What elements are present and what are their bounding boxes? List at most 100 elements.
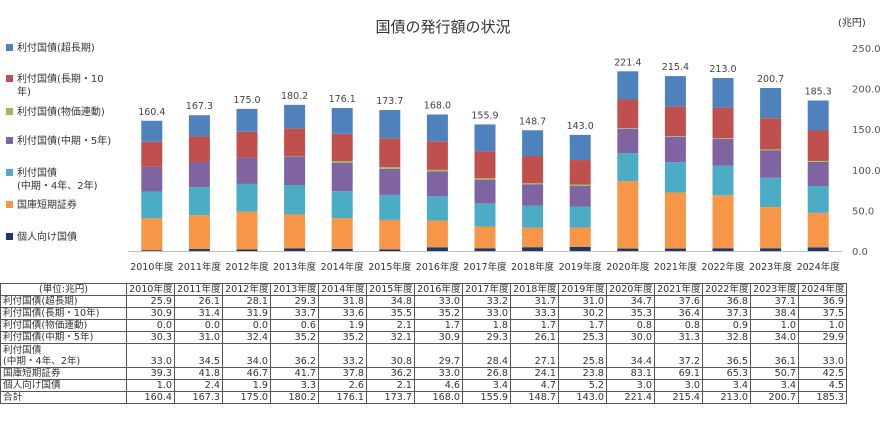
bar-segment bbox=[760, 88, 782, 119]
table-cell: 34.0 bbox=[750, 331, 799, 344]
x-category-label: 2016年度 bbox=[416, 261, 460, 273]
y-tick-label: 50.0 bbox=[852, 206, 874, 217]
bar-segment bbox=[474, 124, 496, 152]
table-cell: 155.9 bbox=[462, 391, 511, 404]
table-cell: 32.1 bbox=[366, 331, 415, 344]
x-category-label: 2018年度 bbox=[511, 261, 555, 273]
bar-segment bbox=[331, 248, 353, 251]
bar-segment bbox=[760, 207, 782, 249]
bar-segment bbox=[236, 108, 258, 132]
bar-segment bbox=[141, 141, 163, 167]
table-cell: 4.5 bbox=[798, 379, 847, 392]
table-cell: 1.8 bbox=[462, 319, 511, 332]
x-category-label: 2014年度 bbox=[321, 261, 365, 273]
y-axis: 0.0 50.0 100.0 150.0 200.0 250.0 bbox=[128, 44, 881, 258]
table-cell: 23.8 bbox=[558, 367, 607, 380]
legend-label: 個人向け国債 bbox=[17, 230, 77, 243]
bar-segment bbox=[522, 183, 544, 185]
table-column-header: 2014年度 bbox=[318, 283, 367, 296]
bar-segment bbox=[807, 130, 829, 161]
table-cell: 3.4 bbox=[462, 379, 511, 392]
table-column-header: 2021年度 bbox=[654, 283, 703, 296]
bar-segment bbox=[617, 128, 639, 129]
bar-segment bbox=[141, 218, 163, 251]
table-cell: 26.8 bbox=[462, 367, 511, 380]
table-cell: 41.8 bbox=[174, 367, 223, 380]
table-cell: 35.3 bbox=[606, 307, 655, 320]
table-cell: 42.5 bbox=[798, 367, 847, 380]
legend-label: 利付国債(長期・10 年) bbox=[17, 72, 104, 98]
bar-segment bbox=[284, 214, 306, 249]
bar-segment bbox=[760, 248, 782, 251]
table-cell: 148.7 bbox=[510, 391, 559, 404]
table-row-label: 利付国債 (中期・4年、2年) bbox=[0, 343, 127, 368]
table-cell: 143.0 bbox=[558, 391, 607, 404]
bar-segment bbox=[331, 162, 353, 192]
total-label: 175.0 bbox=[233, 95, 260, 106]
table-cell: 0.8 bbox=[654, 319, 703, 332]
bar-segment bbox=[331, 218, 353, 249]
bar-segment bbox=[712, 248, 734, 251]
bar-segment bbox=[712, 138, 734, 166]
table-cell: 4.6 bbox=[414, 379, 463, 392]
bar-segment bbox=[617, 128, 639, 154]
x-category-label: 2021年度 bbox=[654, 261, 698, 273]
bar-segment bbox=[426, 114, 448, 142]
table-column-header: 2019年度 bbox=[558, 283, 607, 296]
bar-segment bbox=[426, 169, 448, 172]
table-cell: 31.0 bbox=[174, 331, 223, 344]
table-row-label: 個人向け国債 bbox=[0, 379, 127, 392]
table-cell: 69.1 bbox=[654, 367, 703, 380]
bar-segment bbox=[522, 155, 544, 184]
legend-swatch bbox=[6, 108, 13, 115]
bar-segment bbox=[760, 149, 782, 151]
table-cell: 1.7 bbox=[558, 319, 607, 332]
bar-segment bbox=[331, 108, 353, 134]
bar-segment bbox=[188, 249, 210, 251]
table-row: 利付国債(長期・10年) 30.9 31.4 31.9 33.7 33.6 35.5 35.2… bbox=[0, 307, 847, 320]
table-row: 合計 160.4 167.3 175.0 180.2 176.1 173.7 168.0 155… bbox=[0, 391, 847, 404]
legend-label-line: (中期・4年、2年) bbox=[17, 179, 98, 192]
table-cell: 33.7 bbox=[270, 307, 319, 320]
bar-segment bbox=[664, 248, 686, 251]
table-column-header: 2022年度 bbox=[702, 283, 751, 296]
bar-segment bbox=[522, 184, 544, 206]
x-axis: 2010年度 2011年度 2012年度 2013年度 2014年度 2015年度 2016… bbox=[130, 261, 840, 273]
table-cell: 168.0 bbox=[414, 391, 463, 404]
table-cell: 5.2 bbox=[558, 379, 607, 392]
bar-segment bbox=[569, 185, 591, 207]
bar-segment bbox=[331, 161, 353, 163]
table-cell: 28.1 bbox=[222, 295, 271, 308]
table-cell: 4.7 bbox=[510, 379, 559, 392]
table-cell: 33.0 bbox=[126, 343, 175, 368]
bar-segment bbox=[760, 150, 782, 178]
legend-swatch bbox=[6, 201, 13, 208]
table-cell: 32.8 bbox=[702, 331, 751, 344]
chart-title: 国債の発行額の状況 bbox=[375, 18, 510, 36]
bar-segment bbox=[569, 184, 591, 186]
bar-segment bbox=[617, 248, 639, 251]
table-cell: 32.4 bbox=[222, 331, 271, 344]
table-cell: 36.4 bbox=[654, 307, 703, 320]
bar-segment bbox=[426, 171, 448, 197]
table-cell: 1.7 bbox=[414, 319, 463, 332]
bar-segment bbox=[569, 134, 591, 161]
bar-segment bbox=[284, 128, 306, 156]
bar-segment bbox=[760, 177, 782, 208]
x-category-label: 2019年度 bbox=[559, 261, 603, 273]
legend-swatch bbox=[6, 44, 13, 51]
table-cell: 33.6 bbox=[318, 307, 367, 320]
bar-segment bbox=[188, 161, 210, 188]
table-cell: 33.0 bbox=[462, 307, 511, 320]
table-row: 利付国債(中期・5年) 30.3 31.0 32.4 35.2 35.2 32.1 30.9 2… bbox=[0, 331, 847, 344]
unit-label: (兆円) bbox=[838, 17, 866, 29]
bar-segment bbox=[664, 162, 686, 193]
table-column-header: 2013年度 bbox=[270, 283, 319, 296]
bar-segment bbox=[284, 104, 306, 129]
table-cell: 2.4 bbox=[174, 379, 223, 392]
table-row-label: 合計 bbox=[0, 391, 127, 404]
bar-segment bbox=[664, 136, 686, 137]
table-cell: 2.1 bbox=[366, 379, 415, 392]
bar-segment bbox=[712, 138, 734, 139]
bar-segment bbox=[426, 196, 448, 221]
